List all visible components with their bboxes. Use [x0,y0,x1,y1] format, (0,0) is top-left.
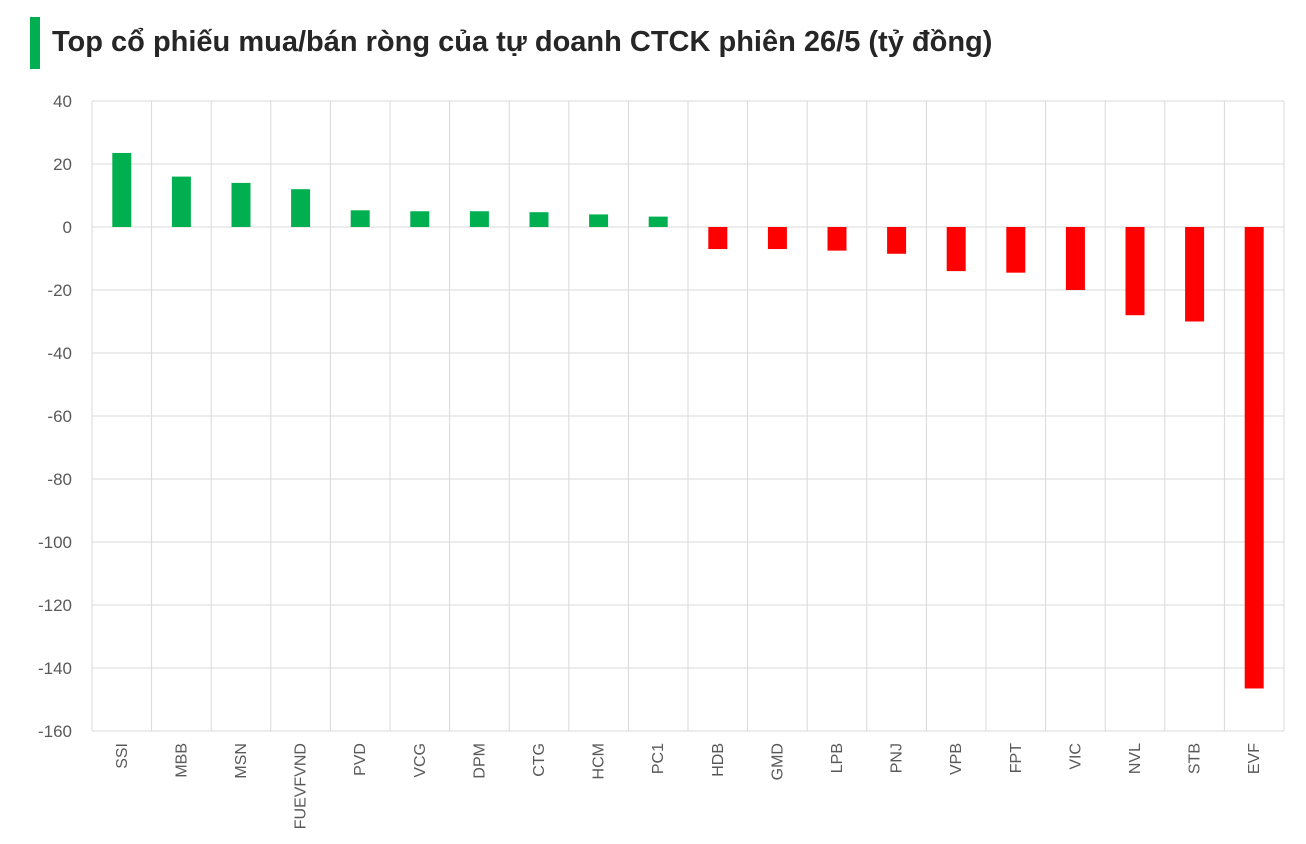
x-tick-label: PVD [352,743,369,776]
x-tick-label: PC1 [650,743,667,774]
bar-evf [1245,227,1264,688]
x-tick-label: FPT [1008,743,1025,773]
bar-ctg [530,212,549,227]
y-tick-label: -40 [47,344,72,363]
x-tick-label: HDB [710,743,727,777]
x-tick-label: LPB [829,743,846,773]
y-tick-label: -20 [47,281,72,300]
bar-pnj [887,227,906,254]
bar-mbb [172,177,191,227]
x-tick-label: MSN [233,743,250,779]
bar-pvd [351,210,370,227]
x-tick-label: HCM [591,743,608,779]
bar-nvl [1126,227,1145,315]
x-tick-label: FUEVFVND [293,743,310,829]
x-tick-label: EVF [1246,743,1263,774]
x-tick-label: NVL [1127,743,1144,774]
x-tick-label: SSI [114,743,131,769]
x-tick-label: MBB [173,743,190,778]
bar-vpb [947,227,966,271]
bar-pc1 [649,217,668,227]
x-tick-label: VCG [412,743,429,778]
bar-fpt [1006,227,1025,273]
x-tick-label: CTG [531,743,548,777]
y-axis-tick-labels: 40 20 0 -20 -40 -60 -80 -100 -120 -140 -160 [38,92,72,741]
y-tick-label: 40 [53,92,72,111]
y-tick-label: -80 [47,470,72,489]
y-tick-label: -100 [38,533,72,552]
y-tick-label: -140 [38,659,72,678]
bar-vic [1066,227,1085,290]
y-tick-label: -60 [47,407,72,426]
bar-ssi [112,153,131,227]
bar-dpm [470,211,489,227]
x-tick-label: VIC [1067,743,1084,770]
bar-msn [232,183,251,227]
y-tick-label: -120 [38,596,72,615]
bar-stb [1185,227,1204,322]
bar-vcg [410,211,429,227]
y-tick-label: -160 [38,722,72,741]
x-tick-label: VPB [948,743,965,775]
bar-lpb [828,227,847,251]
y-tick-label: 20 [53,155,72,174]
x-tick-label: DPM [471,743,488,779]
bar-hcm [589,214,608,227]
y-tick-label: 0 [63,218,72,237]
bar-fuevfvnd [291,189,310,227]
bar-hdb [708,227,727,249]
x-tick-label: STB [1187,743,1204,774]
x-tick-label: GMD [769,743,786,780]
x-tick-label: PNJ [889,743,906,773]
bar-gmd [768,227,787,249]
x-axis-category-labels: SSI MBB MSN FUEVFVND PVD VCG DPM CTG HCM PC1 HDB GM… [114,743,1263,829]
